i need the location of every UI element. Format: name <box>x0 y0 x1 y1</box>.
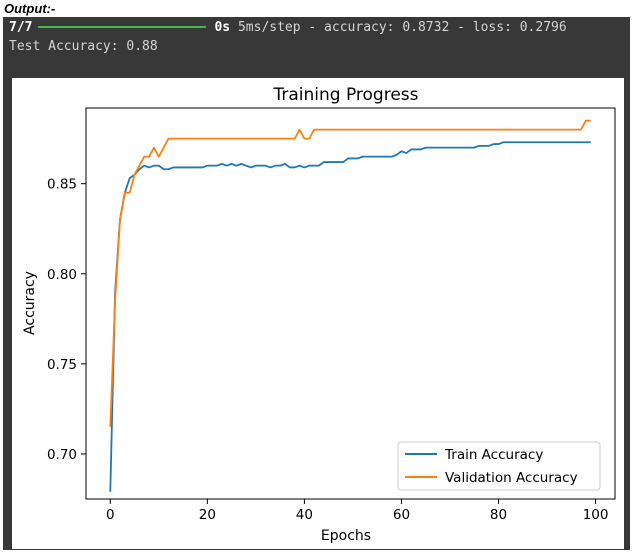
x-axis-label: Epochs <box>321 528 371 544</box>
progress-bar <box>38 25 207 28</box>
axes-frame <box>85 107 616 500</box>
x-tick-label: 0 <box>106 507 115 523</box>
progress-line: 7/7 0s 5ms/step - accuracy: 0.8732 - loss… <box>9 20 567 35</box>
test-accuracy-line: Test Accuracy: 0.88 <box>9 39 158 54</box>
legend-label-validation: Validation Accuracy <box>445 470 578 486</box>
x-tick-label: 60 <box>393 507 410 523</box>
x-tick-label: 80 <box>490 507 507 523</box>
y-axis-ticks: 0.70 0.75 0.80 0.85 <box>47 177 86 463</box>
progress-count: 7/7 <box>9 20 33 35</box>
progress-time: 0s <box>214 20 231 35</box>
x-tick-label: 100 <box>583 507 609 523</box>
console-output: 7/7 0s 5ms/step - accuracy: 0.8732 - loss… <box>3 17 630 550</box>
validation-accuracy-line <box>109 119 591 427</box>
y-tick-label: 0.85 <box>47 177 77 193</box>
x-axis-ticks: 0 20 40 60 80 100 <box>106 499 609 523</box>
x-tick-label: 20 <box>199 507 216 523</box>
y-tick-label: 0.70 <box>47 447 77 463</box>
legend: Train Accuracy Validation Accuracy <box>397 441 601 491</box>
training-progress-chart: Training Progress 0 20 40 60 80 100 0.700.750… <box>22 85 616 544</box>
y-axis-label: Accuracy <box>22 271 38 335</box>
legend-box <box>397 441 601 491</box>
legend-label-train: Train Accuracy <box>444 447 543 463</box>
series-layer <box>109 119 591 492</box>
train-accuracy-line <box>109 141 591 492</box>
y-tick-label: 0.80 <box>47 267 77 283</box>
output-label: Output:- <box>4 1 56 16</box>
x-tick-label: 40 <box>296 507 313 523</box>
plot-frame: Training Progress 0 20 40 60 80 100 0.70 0.75 0… <box>12 78 624 549</box>
chart-title: Training Progress <box>272 85 418 105</box>
progress-metrics: 5ms/step - accuracy: 0.8732 - loss: 0.27… <box>237 20 567 35</box>
y-tick-label: 0.75 <box>47 357 77 373</box>
